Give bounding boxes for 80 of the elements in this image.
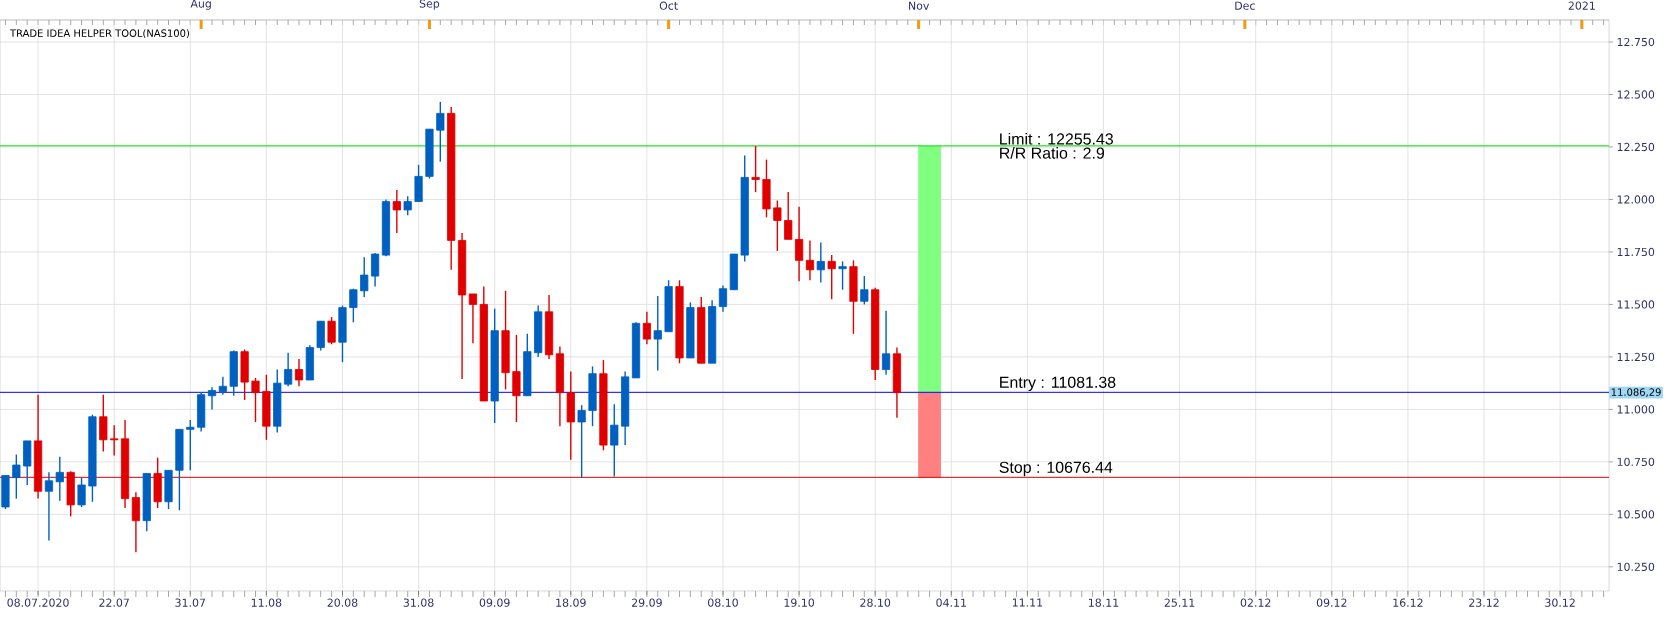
x-tick-label: 09.12 bbox=[1316, 598, 1347, 607]
candlestick bbox=[653, 295, 662, 372]
x-tick-label: 04.11 bbox=[936, 598, 966, 607]
candlestick bbox=[131, 491, 141, 553]
x-tick-label: 18.11 bbox=[1089, 598, 1119, 607]
candlestick bbox=[403, 195, 412, 216]
y-tick-label: 11.750 bbox=[1617, 247, 1655, 257]
candlestick bbox=[294, 358, 304, 388]
x-tick-label: 11.08 bbox=[251, 598, 282, 607]
x-tick-label: 22.07 bbox=[99, 598, 129, 607]
candlestick bbox=[642, 311, 651, 346]
text: Dec bbox=[1235, 1, 1255, 10]
candlestick bbox=[436, 101, 445, 163]
x-tick-label: 31.08 bbox=[403, 598, 434, 607]
candlestick bbox=[251, 377, 260, 423]
candlestick bbox=[827, 254, 836, 300]
y-tick-label: 10.250 bbox=[1617, 562, 1655, 571]
ref-line-label: Limit : 12255.43 bbox=[1000, 132, 1113, 145]
candlestick bbox=[12, 453, 21, 500]
y-tick-label: 11.250 bbox=[1617, 352, 1655, 362]
text: Aug bbox=[190, 0, 211, 10]
candlestick bbox=[207, 386, 217, 411]
candlestick bbox=[816, 241, 825, 284]
x-tick-label: 28.10 bbox=[860, 598, 891, 607]
candlestick bbox=[751, 145, 760, 193]
candlestick bbox=[360, 256, 369, 298]
text: Oct bbox=[659, 1, 678, 10]
y-tick-label: 12.500 bbox=[1617, 90, 1655, 99]
x-tick-label: 31.07 bbox=[175, 598, 206, 607]
text: TRADE IDEA HELPER TOOL(NAS100) bbox=[9, 29, 189, 39]
candlestick bbox=[327, 316, 336, 346]
y-tick-label: 11.000 bbox=[1617, 405, 1655, 414]
candlestick bbox=[218, 376, 227, 396]
x-tick-label: 11.11 bbox=[1012, 598, 1043, 607]
candlestick bbox=[577, 404, 586, 479]
candlestick bbox=[186, 419, 195, 471]
x-tick-label: 29.09 bbox=[632, 598, 662, 607]
text: Sep bbox=[419, 0, 440, 10]
y-tick-label: 12.750 bbox=[1617, 37, 1655, 47]
x-tick-label: 19.10 bbox=[784, 598, 815, 607]
candlestick bbox=[468, 293, 478, 344]
x-tick-label: 16.12 bbox=[1393, 598, 1423, 607]
candlestick bbox=[794, 206, 804, 283]
x-tick-label: 20.08 bbox=[327, 598, 358, 607]
x-tick-label: 02.12 bbox=[1240, 598, 1271, 607]
candlestick bbox=[44, 471, 54, 542]
candlestick bbox=[349, 287, 358, 323]
candlestick bbox=[99, 394, 108, 453]
y-tick-label: 10.500 bbox=[1617, 510, 1655, 519]
y-tick-label: 11.500 bbox=[1617, 300, 1655, 309]
ref-line-label: Entry : 11081.38 bbox=[1000, 376, 1116, 392]
candlestick bbox=[838, 260, 847, 291]
candlestick bbox=[392, 189, 401, 234]
text: 2021 bbox=[1568, 1, 1595, 10]
candlestick bbox=[860, 275, 869, 306]
candlestick bbox=[773, 199, 782, 252]
x-tick-label: 09.09 bbox=[479, 598, 510, 607]
ref-line-label: Stop : 10676.44 bbox=[999, 461, 1113, 477]
x-tick-label: 30.12 bbox=[1545, 598, 1575, 607]
candlestick bbox=[805, 239, 815, 281]
annotation: R/R Ratio : 2.9 bbox=[1000, 147, 1105, 159]
x-tick-label: 23.12 bbox=[1469, 598, 1499, 607]
candlestick bbox=[110, 424, 119, 457]
text: Nov bbox=[909, 1, 930, 10]
x-tick-label: 18.09 bbox=[556, 598, 586, 607]
x-tick-label: 08.10 bbox=[708, 598, 738, 607]
candlestick bbox=[718, 284, 728, 313]
y-tick-label: 10.750 bbox=[1617, 457, 1655, 467]
candlestick bbox=[77, 476, 86, 508]
candlestick bbox=[284, 352, 293, 388]
x-tick-label: 25.11 bbox=[1164, 598, 1195, 607]
y-tick-label: 12.000 bbox=[1617, 195, 1655, 204]
y-tick-label: 12.250 bbox=[1617, 142, 1655, 152]
text: 11.086,29 bbox=[1611, 388, 1661, 397]
candlestick bbox=[881, 310, 891, 376]
candlestick bbox=[371, 252, 380, 288]
candlestick bbox=[55, 455, 64, 502]
x-tick-label: 08.07.2020 bbox=[7, 598, 69, 607]
candlestick bbox=[610, 403, 619, 478]
candlestick bbox=[784, 191, 793, 241]
